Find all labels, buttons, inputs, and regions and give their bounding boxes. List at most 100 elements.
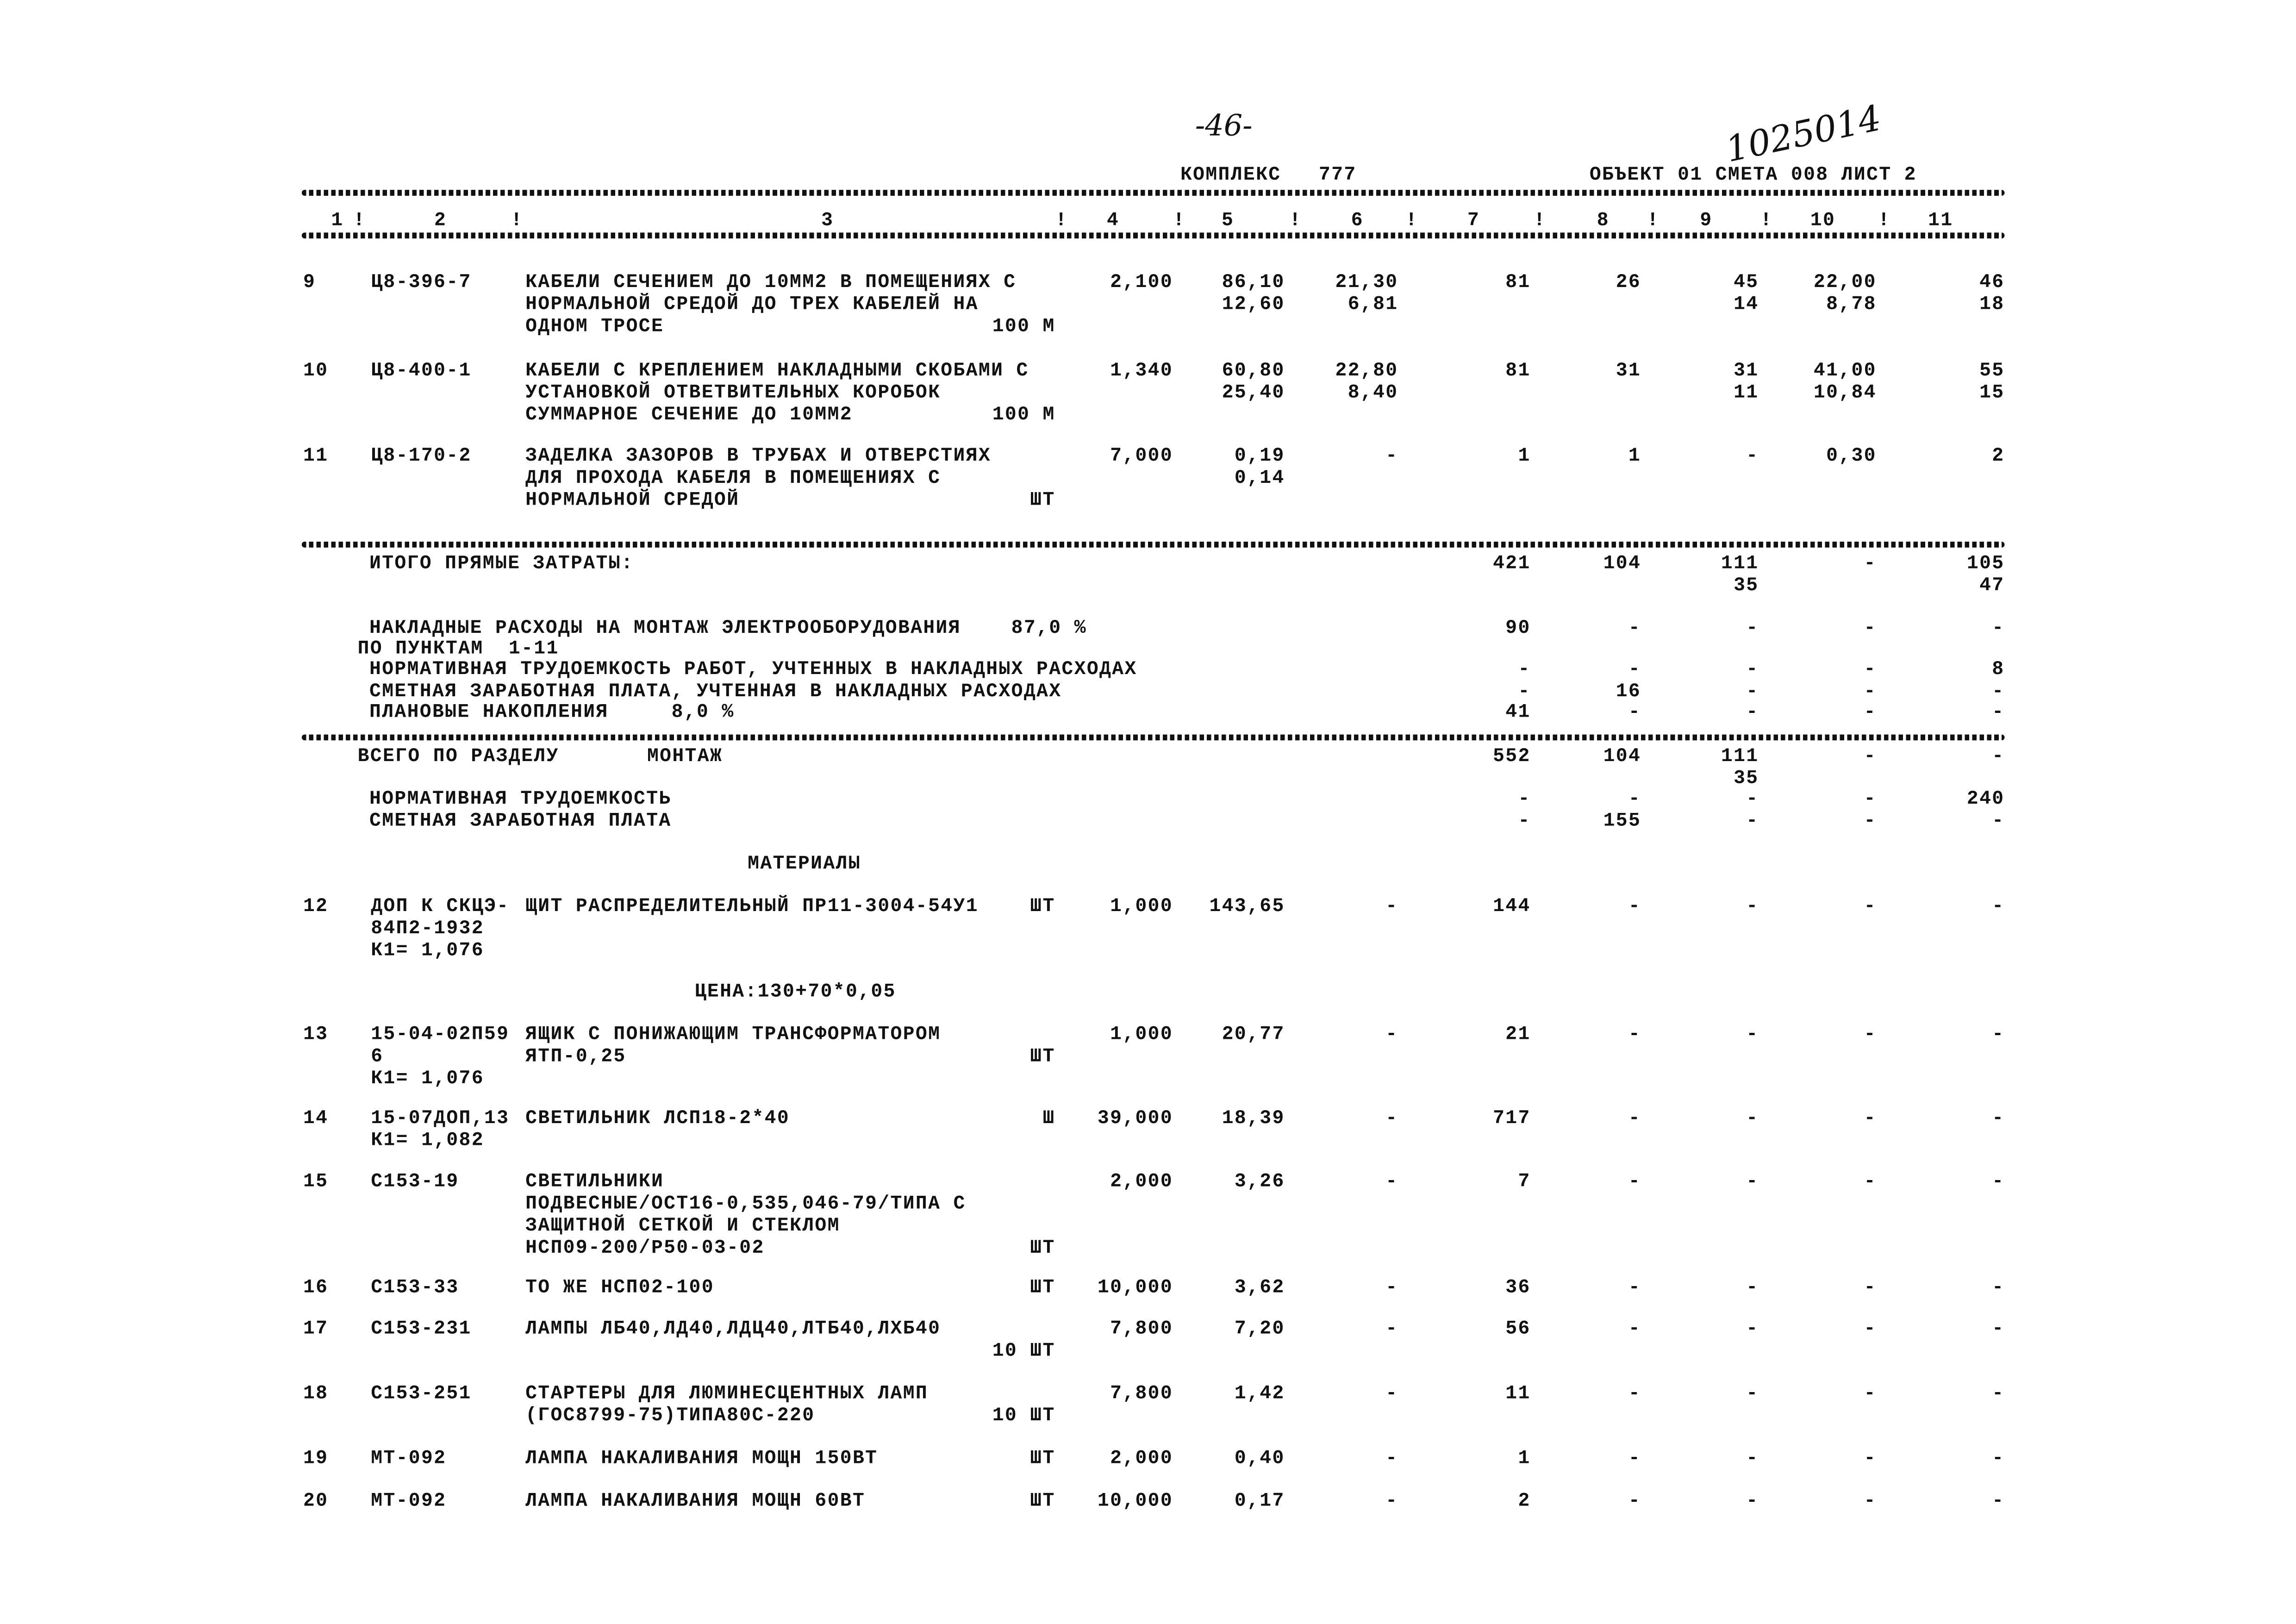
item-unit: ШТ [1030, 488, 1055, 511]
item-code: К1= 1,082 [371, 1129, 484, 1151]
cell-c8: - [1628, 1276, 1641, 1299]
summary-c9: 35 [1734, 574, 1759, 596]
item-number: 13 [303, 1023, 329, 1045]
price-note: ЦЕНА:130+70*0,05 [694, 980, 896, 1003]
handwritten-page-number: -46- [1195, 107, 1253, 143]
item-description: СВЕТИЛЬНИКИ [525, 1170, 664, 1193]
column-separator: ! [1760, 209, 1773, 231]
cell-c9: - [1746, 1317, 1759, 1340]
cell-c7: 81 [1505, 359, 1531, 381]
item-description: ЗАДЕЛКА ЗАЗОРОВ В ТРУБАХ И ОТВЕРСТИЯХ [525, 444, 992, 467]
summary-c11: - [1992, 700, 2005, 723]
cell-c9: 45 [1734, 271, 1759, 293]
cell-c4: 2,000 [1110, 1447, 1173, 1469]
cell-c10: 41,00 [1813, 359, 1877, 381]
cell-c8: - [1628, 1382, 1641, 1405]
column-separator: ! [1878, 209, 1891, 231]
item-code: 6 [371, 1045, 384, 1068]
summary-c10: - [1864, 680, 1877, 702]
column-number: 1 [331, 209, 344, 231]
cell-c10: - [1864, 1170, 1877, 1193]
column-number: 2 [434, 209, 447, 231]
summary-c8: - [1628, 787, 1641, 810]
cell-c5: 0,19 [1234, 444, 1285, 467]
item-number: 16 [303, 1276, 329, 1299]
item-code: ДОП К СКЦЭ- [371, 895, 510, 917]
item-code: 15-07ДОП,13 [371, 1106, 510, 1129]
cell-c10: 22,00 [1813, 271, 1877, 293]
cell-c6: - [1385, 1170, 1398, 1193]
cell-c4: 7,800 [1110, 1382, 1173, 1405]
cell-c11: 15 [1979, 381, 2005, 404]
item-code: Ц8-396-7 [371, 271, 472, 293]
summary-c7: 552 [1493, 744, 1531, 767]
summary-c9: - [1746, 658, 1759, 680]
column-number: 4 [1106, 209, 1120, 231]
cell-c10: - [1864, 1106, 1877, 1129]
summary-c8: 155 [1603, 809, 1641, 832]
cell-c9: - [1746, 444, 1759, 467]
cell-c8: - [1628, 1023, 1641, 1045]
cell-c7: 2 [1518, 1489, 1531, 1512]
cell-c4: 10,000 [1097, 1489, 1173, 1512]
item-number: 20 [303, 1489, 329, 1512]
cell-c8: 1 [1628, 444, 1641, 467]
complex-label: КОМПЛЕКС 777 [1180, 163, 1357, 186]
item-number: 14 [303, 1106, 329, 1129]
item-description: СВЕТИЛЬНИК ЛСП18-2*40 [525, 1106, 790, 1129]
cell-c5: 3,62 [1234, 1276, 1285, 1299]
cell-c7: 717 [1493, 1106, 1531, 1129]
cell-c5: 0,17 [1234, 1489, 1285, 1512]
item-number: 10 [303, 359, 329, 381]
item-code: 15-04-02П59 [371, 1023, 510, 1045]
column-number: 11 [1928, 209, 1953, 231]
section-total-rule [301, 734, 2005, 741]
totals-rule [301, 542, 2005, 548]
column-number: 9 [1700, 209, 1713, 231]
cell-c8: 31 [1616, 359, 1641, 381]
cell-c7: 21 [1505, 1023, 1531, 1045]
item-description: НОРМАЛЬНОЙ СРЕДОЙ [525, 488, 740, 511]
cell-c4: 1,340 [1110, 359, 1173, 381]
item-description: ЛАМПЫ ЛБ40,ЛД40,ЛДЦ40,ЛТБ40,ЛХБ40 [525, 1317, 941, 1340]
summary-c9: - [1746, 680, 1759, 702]
item-unit: 10 ШТ [992, 1339, 1055, 1362]
column-number: 6 [1351, 209, 1364, 231]
item-number: 17 [303, 1317, 329, 1340]
item-code: МТ-092 [371, 1489, 447, 1512]
cell-c5: 7,20 [1234, 1317, 1285, 1340]
summary-c8: - [1628, 700, 1641, 723]
cell-c10: - [1864, 1447, 1877, 1469]
cell-c5: 60,80 [1222, 359, 1285, 381]
cell-c5: 86,10 [1222, 271, 1285, 293]
cell-c5: 1,42 [1234, 1382, 1285, 1405]
cell-c6: - [1385, 895, 1398, 917]
column-number: 10 [1810, 209, 1836, 231]
summary-label: СМЕТНАЯ ЗАРАБОТНАЯ ПЛАТА [369, 809, 672, 832]
cell-c9: - [1746, 895, 1759, 917]
cell-c7: 144 [1493, 895, 1531, 917]
item-code: МТ-092 [371, 1447, 447, 1469]
item-number: 11 [303, 444, 329, 467]
item-number: 19 [303, 1447, 329, 1469]
cell-c10: - [1864, 895, 1877, 917]
column-separator: ! [1405, 209, 1418, 231]
cell-c4: 7,000 [1110, 444, 1173, 467]
summary-c11: 105 [1966, 552, 2005, 575]
item-unit: 100 М [992, 403, 1055, 425]
item-description: УСТАНОВКОЙ ОТВЕТВИТЕЛЬНЫХ КОРОБОК [525, 381, 941, 404]
summary-c7: 41 [1505, 700, 1531, 723]
cell-c6: 8,40 [1348, 381, 1398, 404]
materials-heading: МАТЕРИАЛЫ [748, 852, 861, 874]
cell-c10: - [1864, 1489, 1877, 1512]
summary-c9: - [1746, 700, 1759, 723]
column-separator: ! [1534, 209, 1547, 231]
cell-c11: - [1992, 1489, 2005, 1512]
cell-c5: 18,39 [1222, 1106, 1285, 1129]
summary-c10: - [1864, 787, 1877, 810]
summary-c11: 8 [1992, 658, 2005, 680]
item-code: С153-33 [371, 1276, 459, 1299]
item-code: К1= 1,076 [371, 939, 484, 962]
item-number: 9 [303, 271, 316, 293]
column-separator: ! [511, 209, 524, 231]
